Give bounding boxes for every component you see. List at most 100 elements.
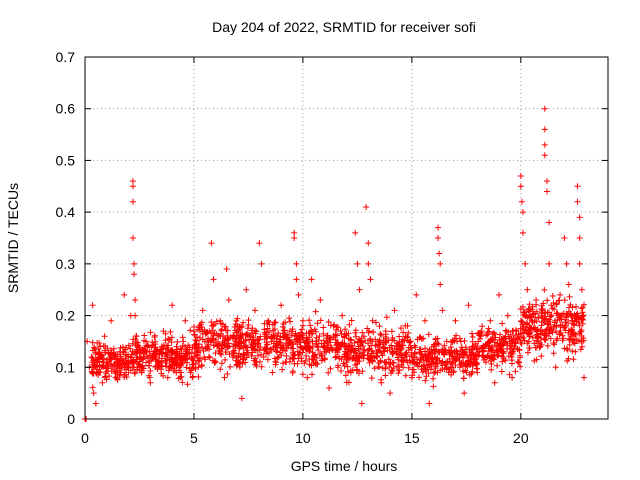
- data-point: [296, 336, 303, 343]
- data-point: [462, 367, 469, 374]
- data-point: [354, 260, 361, 267]
- data-point: [299, 317, 306, 324]
- data-point: [93, 366, 100, 373]
- data-point: [541, 105, 548, 112]
- data-point: [314, 320, 321, 327]
- data-point: [95, 369, 102, 376]
- data-point: [401, 337, 408, 344]
- data-point: [541, 152, 548, 159]
- x-tick-label: 10: [295, 430, 311, 446]
- data-point: [399, 357, 406, 364]
- data-point: [496, 291, 503, 298]
- data-point: [430, 375, 437, 382]
- data-point: [143, 349, 150, 356]
- data-point: [338, 356, 345, 363]
- data-point: [303, 352, 310, 359]
- data-point: [396, 333, 403, 340]
- data-point: [256, 240, 263, 247]
- data-point: [453, 332, 460, 339]
- data-point: [199, 307, 206, 314]
- data-point: [559, 311, 566, 318]
- data-point: [218, 360, 225, 367]
- data-point: [418, 335, 425, 342]
- data-point: [268, 346, 275, 353]
- data-point: [204, 338, 211, 345]
- data-point: [352, 354, 359, 361]
- data-point: [242, 332, 249, 339]
- data-point: [133, 333, 140, 340]
- data-point: [578, 286, 585, 293]
- data-point: [343, 379, 350, 386]
- data-point: [186, 346, 193, 353]
- data-point: [459, 363, 466, 370]
- data-point: [346, 321, 353, 328]
- data-point: [107, 353, 114, 360]
- data-point: [167, 328, 174, 335]
- data-point: [578, 338, 585, 345]
- data-point: [444, 358, 451, 365]
- data-point: [119, 344, 126, 351]
- data-point: [217, 320, 224, 327]
- data-point: [557, 291, 564, 298]
- data-point: [224, 327, 231, 334]
- data-point: [432, 335, 439, 342]
- data-point: [339, 312, 346, 319]
- data-point: [318, 357, 325, 364]
- data-point: [345, 330, 352, 337]
- data-point: [217, 366, 224, 373]
- data-point: [172, 361, 179, 368]
- data-point: [221, 374, 228, 381]
- data-point: [443, 364, 450, 371]
- data-point: [405, 364, 412, 371]
- data-point: [160, 328, 167, 335]
- data-point: [417, 348, 424, 355]
- data-point: [533, 356, 540, 363]
- data-point: [264, 325, 271, 332]
- data-point: [128, 354, 135, 361]
- data-point: [282, 359, 289, 366]
- data-point: [502, 357, 509, 364]
- data-point: [539, 307, 546, 314]
- data-point: [517, 363, 524, 370]
- data-point: [405, 329, 412, 336]
- data-point: [289, 341, 296, 348]
- data-point: [121, 291, 128, 298]
- data-point: [343, 343, 350, 350]
- data-point: [338, 330, 345, 337]
- data-point: [106, 373, 113, 380]
- data-point: [139, 348, 146, 355]
- data-point: [381, 348, 388, 355]
- data-point: [391, 307, 398, 314]
- data-point: [491, 349, 498, 356]
- data-point: [387, 369, 394, 376]
- data-point: [112, 356, 119, 363]
- data-point: [438, 347, 445, 354]
- data-point: [247, 333, 254, 340]
- data-point: [517, 172, 524, 179]
- data-point: [198, 361, 205, 368]
- data-point: [388, 367, 395, 374]
- data-point: [496, 347, 503, 354]
- data-point: [374, 353, 381, 360]
- data-point: [553, 322, 560, 329]
- data-point: [89, 339, 96, 346]
- data-point: [311, 326, 318, 333]
- data-point: [403, 334, 410, 341]
- data-point: [239, 355, 246, 362]
- data-point: [389, 336, 396, 343]
- data-point: [413, 291, 420, 298]
- data-point: [579, 320, 586, 327]
- data-point: [305, 344, 312, 351]
- data-point: [277, 349, 284, 356]
- data-point: [269, 369, 276, 376]
- data-point: [481, 343, 488, 350]
- data-point: [364, 325, 371, 332]
- data-point: [164, 374, 171, 381]
- data-point: [333, 342, 340, 349]
- data-point: [281, 333, 288, 340]
- data-point: [111, 366, 118, 373]
- data-point: [297, 343, 304, 350]
- data-point: [206, 346, 213, 353]
- data-point: [297, 329, 304, 336]
